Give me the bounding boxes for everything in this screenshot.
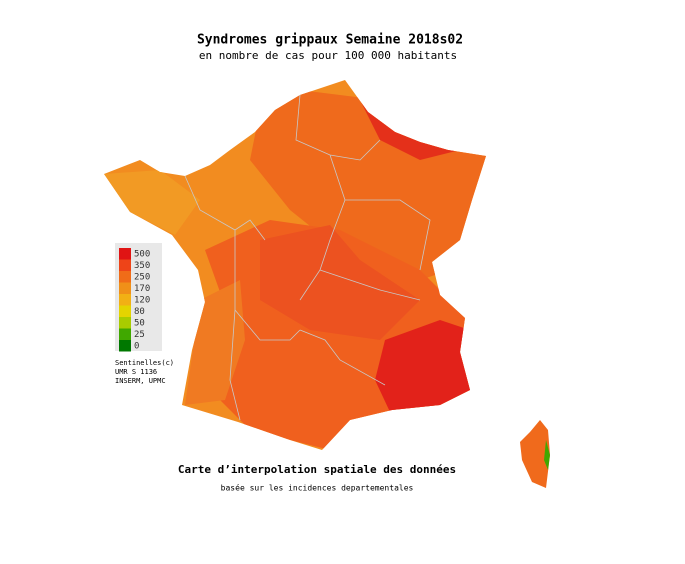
legend-label: 25	[134, 330, 145, 340]
legend-label: 170	[134, 284, 150, 294]
legend-label: 50	[134, 319, 145, 329]
legend-swatch	[119, 271, 131, 283]
corsica-low	[544, 440, 550, 470]
title: Syndromes grippaux Semaine 2018s02	[197, 33, 463, 48]
legend-swatch	[119, 259, 131, 271]
legend-label: 0	[134, 342, 139, 352]
credit: Sentinelles(c)	[115, 359, 174, 367]
legend-label: 120	[134, 296, 150, 306]
legend-swatch	[119, 317, 131, 329]
subtitle: en nombre de cas pour 100 000 habitants	[199, 49, 457, 62]
legend-swatch	[119, 305, 131, 317]
legend-label: 350	[134, 261, 150, 271]
legend-swatch	[119, 248, 131, 260]
legend-swatch	[119, 340, 131, 352]
footer-title: Carte d’interpolation spatiale des donné…	[178, 463, 456, 476]
footer-subtitle: basée sur les incidences departementales	[221, 483, 414, 493]
legend-label: 500	[134, 250, 150, 260]
corsica	[520, 420, 550, 488]
credit: UMR S 1136	[115, 368, 157, 376]
credit: INSERM, UPMC	[115, 377, 166, 385]
legend-swatch	[119, 282, 131, 294]
region-borders	[184, 94, 431, 421]
legend-label: 250	[134, 273, 150, 283]
legend-label: 80	[134, 307, 145, 317]
legend-swatch	[119, 328, 131, 340]
legend-swatch	[119, 294, 131, 306]
